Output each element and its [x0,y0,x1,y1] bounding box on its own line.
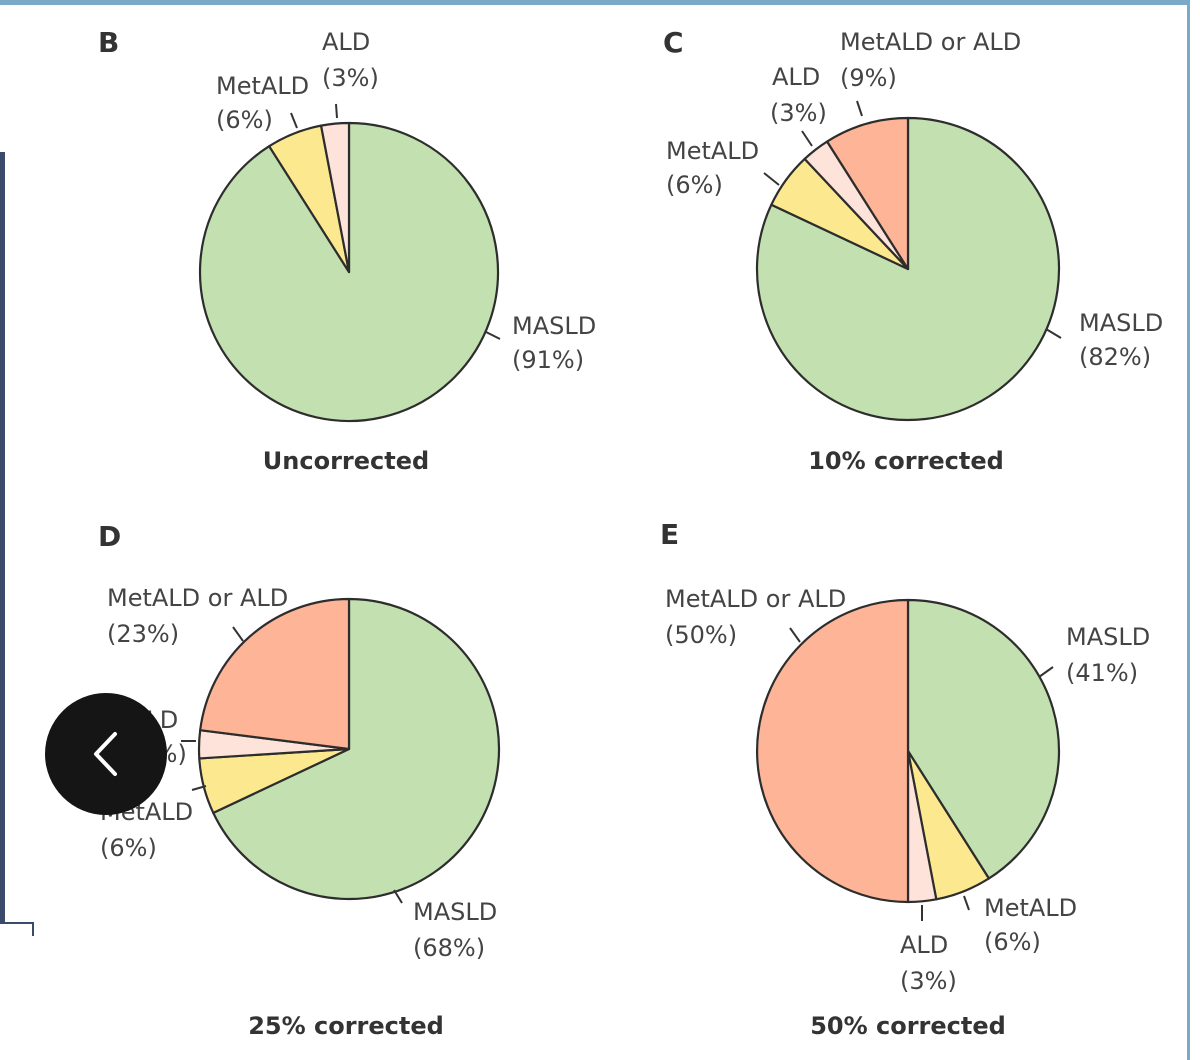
slice-value-metald: (6%) [216,106,273,134]
pie-panel-b: B ALD (3%) MetALD (6%) MASLD (91%) Uncor… [98,26,596,475]
slice-label-metald-or-ald: MetALD or ALD [665,585,846,613]
slice-label-masld: MASLD [1066,623,1150,651]
slice-value-metald: (6%) [666,171,723,199]
leader-line-masld [1038,666,1054,678]
panel-caption: 50% corrected [810,1012,1006,1040]
slice-label-metald: MetALD [216,72,309,100]
leader-line-metald [191,785,207,791]
pie-panel-c: C MetALD or ALD (9%) ALD (3%) MetALD (6%… [663,26,1163,475]
pie-slices [755,598,1061,904]
pie-slice-ald [319,121,351,274]
slice-value-metald-or-ald: (9%) [840,64,897,92]
leader-line-metald [290,112,298,129]
pie-panel-e: E MetALD or ALD (50%) MASLD (41%) MetALD… [660,518,1150,1040]
slice-value-ald: (3%) [900,967,957,995]
pie-slices [198,121,500,423]
slice-value-metald: (6%) [100,834,157,862]
slice-value-masld: (68%) [413,934,485,962]
back-button[interactable] [45,693,167,815]
slice-value-metald-or-ald: (50%) [665,621,737,649]
leader-line-metald-or-ald [789,627,801,643]
frame-top-border [0,0,1200,5]
slice-value-metald: (6%) [984,928,1041,956]
frame-right-margin [1190,0,1200,1060]
panel-caption: 10% corrected [808,447,1004,475]
leader-line-ald [801,130,813,147]
leader-line-masld [485,331,501,340]
slice-value-metald-or-ald: (23%) [107,620,179,648]
panel-letter: C [663,26,684,59]
leader-line-metald [963,895,970,911]
panel-letter: D [98,520,121,553]
panel-letter: B [98,26,119,59]
leader-line-ald [335,103,338,119]
pie-slice-metald-or-ald [199,597,351,751]
slice-label-ald: ALD [772,63,820,91]
slice-value-masld: (82%) [1079,343,1151,371]
pie-slice-metald-or-ald [755,598,910,904]
pie-slices [755,116,1061,422]
chevron-left-icon [94,732,117,776]
slice-value-masld: (41%) [1066,659,1138,687]
slice-label-ald: ALD [900,931,948,959]
slice-label-metald: MetALD [984,894,1077,922]
leader-line-metald-or-ald [232,626,244,642]
left-panel-edge-foot [0,922,34,924]
slice-label-masld: MASLD [413,898,497,926]
panel-letter: E [660,518,679,551]
pie-slice-metald-or-ald [825,116,910,271]
slice-label-metald-or-ald: MetALD or ALD [840,28,1021,56]
slice-value-ald: (3%) [322,64,379,92]
frame-right-border [1187,0,1190,1060]
slice-label-ald: ALD [322,28,370,56]
panel-caption: 25% corrected [248,1012,444,1040]
slice-value-ald: (3%) [770,99,827,127]
pie-slices [197,597,501,901]
slice-label-metald-or-ald: MetALD or ALD [107,584,288,612]
slice-label-masld: MASLD [512,312,596,340]
slice-label-masld: MASLD [1079,309,1163,337]
left-panel-edge-tick [32,922,34,936]
slice-label-metald: MetALD [666,137,759,165]
leader-line-masld [393,889,403,904]
leader-line-masld [1045,328,1062,339]
pie-slice-masld [212,597,501,901]
slice-value-masld: (91%) [512,346,584,374]
leader-line-metald [763,172,780,186]
panel-caption: Uncorrected [263,447,429,475]
left-panel-edge [0,152,5,924]
leader-line-metald-or-ald [856,100,863,117]
